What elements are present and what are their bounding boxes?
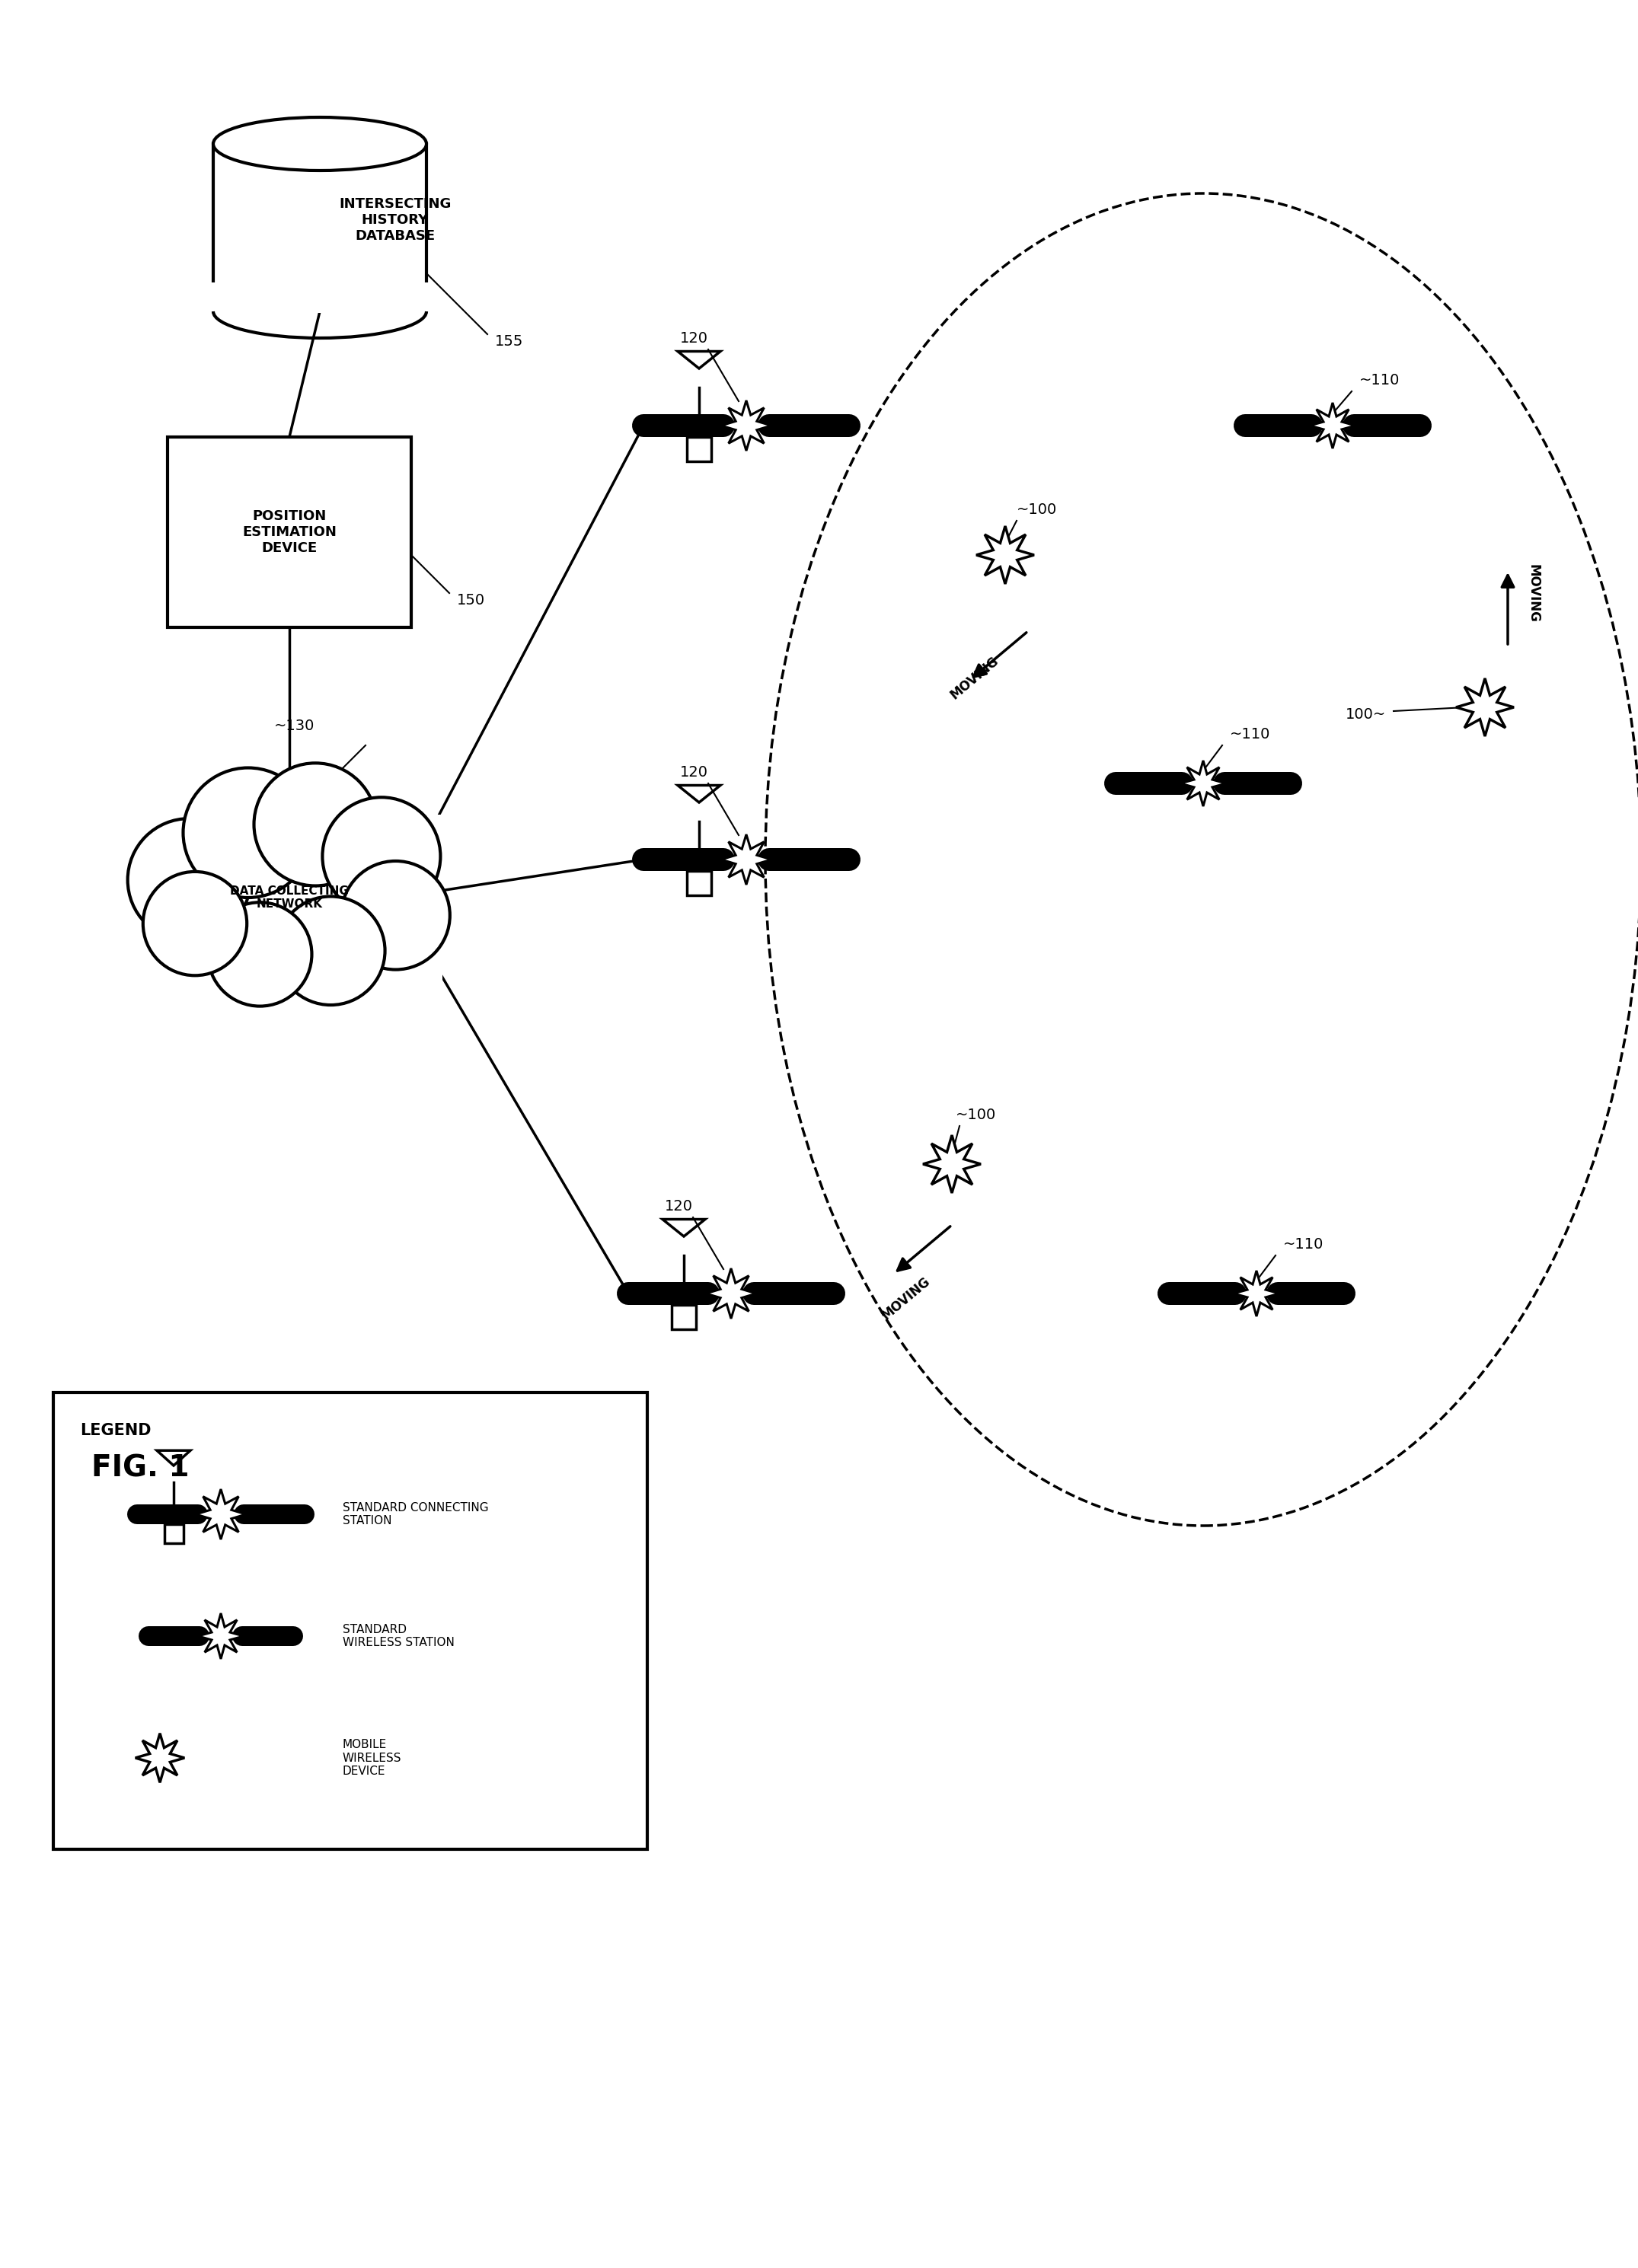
- Text: 120: 120: [680, 764, 708, 780]
- Circle shape: [128, 819, 251, 941]
- Polygon shape: [198, 1613, 244, 1658]
- Polygon shape: [1181, 760, 1225, 805]
- Circle shape: [341, 862, 450, 971]
- Text: MOVING: MOVING: [880, 1275, 934, 1322]
- Text: 155: 155: [495, 336, 524, 349]
- Text: LEGEND: LEGEND: [80, 1422, 151, 1438]
- Polygon shape: [922, 1136, 981, 1193]
- Text: ~110: ~110: [1360, 372, 1400, 388]
- Text: ~100: ~100: [1017, 503, 1057, 517]
- Text: 120: 120: [665, 1200, 693, 1213]
- Text: STANDARD
WIRELESS STATION: STANDARD WIRELESS STATION: [342, 1624, 454, 1649]
- Polygon shape: [721, 835, 771, 885]
- Text: ~100: ~100: [955, 1107, 996, 1123]
- Text: STANDARD CONNECTING
STATION: STANDARD CONNECTING STATION: [342, 1501, 488, 1526]
- Polygon shape: [976, 526, 1034, 583]
- Text: MOVING: MOVING: [948, 653, 1001, 703]
- Polygon shape: [1310, 404, 1356, 449]
- Polygon shape: [706, 1268, 757, 1318]
- Circle shape: [254, 762, 377, 887]
- Text: 120: 120: [680, 331, 708, 345]
- Ellipse shape: [213, 118, 426, 170]
- Circle shape: [323, 798, 441, 916]
- Bar: [210, 284, 431, 313]
- Text: 150: 150: [457, 594, 485, 608]
- Text: INTERSECTING
HISTORY
DATABASE: INTERSECTING HISTORY DATABASE: [339, 197, 450, 243]
- Polygon shape: [1456, 678, 1514, 737]
- Polygon shape: [1233, 1270, 1279, 1315]
- Polygon shape: [136, 1733, 185, 1783]
- Text: MOVING: MOVING: [1527, 565, 1540, 621]
- Polygon shape: [195, 1490, 246, 1540]
- Text: MOBILE
WIRELESS
DEVICE: MOBILE WIRELESS DEVICE: [342, 1740, 401, 1776]
- Circle shape: [183, 769, 313, 898]
- Text: DATA COLLECTING
NETWORK: DATA COLLECTING NETWORK: [229, 885, 349, 909]
- Text: ~130: ~130: [274, 719, 314, 733]
- Text: ~110: ~110: [1283, 1236, 1324, 1252]
- Bar: [54, 1393, 647, 1848]
- Circle shape: [277, 896, 385, 1005]
- Circle shape: [143, 871, 247, 975]
- Bar: [164, 1524, 183, 1542]
- Circle shape: [208, 903, 311, 1007]
- Bar: [672, 1304, 696, 1329]
- Bar: [686, 438, 711, 460]
- Bar: [136, 814, 442, 980]
- Bar: [686, 871, 711, 896]
- Text: POSITION
ESTIMATION
DEVICE: POSITION ESTIMATION DEVICE: [242, 510, 336, 556]
- Text: 100~: 100~: [1345, 708, 1386, 721]
- Bar: [167, 438, 411, 628]
- Text: FIG. 1: FIG. 1: [92, 1454, 190, 1483]
- Text: ~110: ~110: [1230, 728, 1271, 742]
- Polygon shape: [721, 401, 771, 451]
